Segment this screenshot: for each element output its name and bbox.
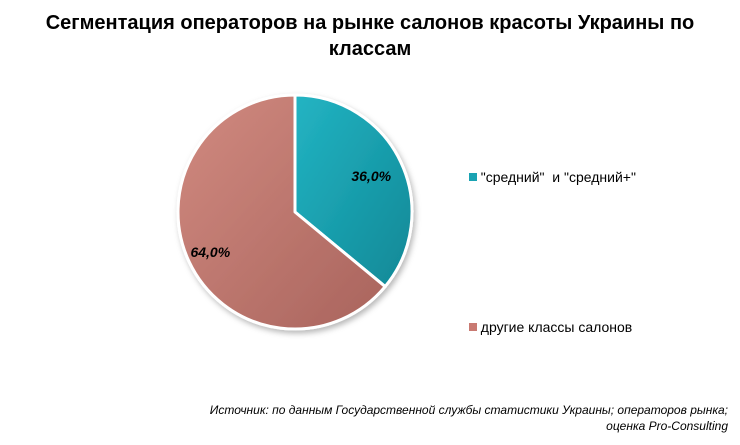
data-label-other-classes: 64,0%	[190, 244, 230, 260]
pie-slice-other-classes	[176, 93, 387, 331]
chart-title: Сегментация операторов на рынке салонов …	[0, 10, 740, 62]
legend-label-medium-class: "средний" и "средний+"	[480, 169, 636, 185]
legend-swatch-other-classes	[468, 323, 477, 331]
legend-swatch-medium-class	[468, 173, 477, 181]
source-note: Источник: по данным Государственной служ…	[128, 402, 728, 434]
source-note-line-1: Источник: по данным Государственной служ…	[209, 403, 728, 417]
legend-label-other-classes: другие классы салонов	[480, 319, 633, 335]
data-label-medium-class: 36,0%	[351, 168, 391, 184]
chart-title-line-1: Сегментация операторов на рынке салонов …	[45, 12, 695, 34]
pie-slice-medium-class	[293, 93, 414, 289]
legend-item-medium-class: "средний" и "средний+"	[461, 150, 636, 186]
source-note-line-2: оценка Pro-Consulting	[606, 419, 728, 433]
legend-item-other-classes: другие классы салонов	[461, 300, 632, 336]
chart-title-line-2: классам	[328, 38, 412, 60]
